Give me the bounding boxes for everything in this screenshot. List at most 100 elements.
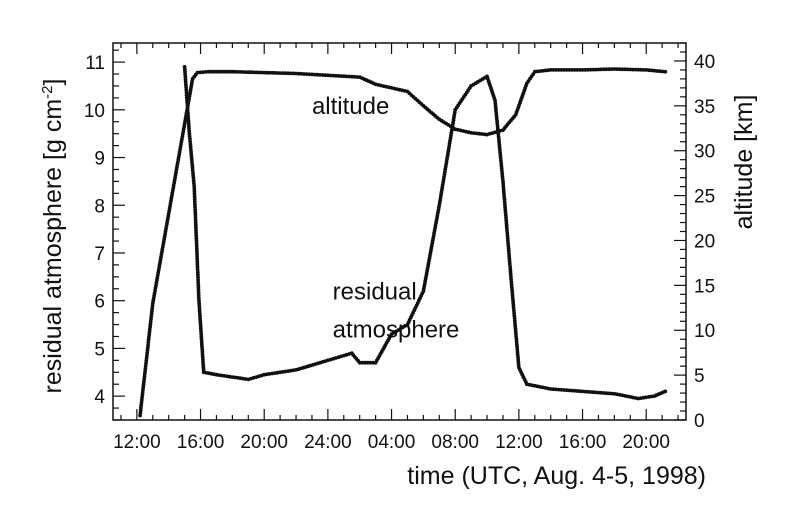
data-point: [625, 67, 630, 72]
data-point: [235, 70, 240, 74]
data-point: [333, 73, 338, 78]
data-point: [599, 67, 603, 72]
y-right-tick-label: 30: [694, 142, 715, 163]
data-point: [272, 71, 277, 75]
data-point: [214, 69, 219, 74]
data-point: [238, 70, 243, 74]
data-point: [609, 391, 614, 396]
data-point: [219, 69, 224, 74]
data-point: [191, 171, 195, 175]
data-point: [570, 388, 574, 393]
data-point: [357, 360, 362, 365]
y-left-tick-label: 7: [94, 244, 105, 265]
data-point: [206, 69, 211, 74]
data-point: [593, 390, 598, 395]
data-point: [588, 390, 593, 394]
annotation-residual: residual: [333, 279, 417, 306]
data-point: [363, 360, 367, 365]
annotation-atmosphere: atmosphere: [333, 316, 460, 343]
data-point: [323, 73, 328, 78]
y-right-tick-label: 20: [694, 231, 715, 252]
data-point: [267, 70, 272, 75]
data-point: [328, 73, 333, 78]
data-point: [663, 69, 668, 74]
data-point: [257, 70, 261, 75]
data-point: [570, 68, 574, 72]
data-point: [580, 389, 585, 394]
data-point: [567, 68, 572, 72]
data-point: [572, 68, 577, 72]
annotations: altitude residual atmosphere: [312, 93, 459, 344]
series-layer: [138, 65, 668, 418]
y-right-tick-label: 15: [694, 276, 715, 297]
data-point: [262, 70, 267, 75]
data-point: [201, 70, 205, 75]
data-point: [318, 73, 322, 77]
y-right-tick-label: 10: [694, 321, 715, 342]
data-point: [660, 69, 665, 74]
x-tick-label: 16:00: [177, 432, 225, 453]
data-point: [222, 69, 227, 74]
data-point: [243, 70, 248, 74]
y-right-tick-label: 5: [694, 366, 705, 387]
data-point: [495, 124, 500, 129]
y-right-tick-label: 35: [694, 97, 715, 118]
series-altitude: [138, 67, 668, 418]
x-tick-label: 04:00: [368, 432, 416, 453]
data-point: [578, 68, 582, 72]
data-point: [639, 67, 643, 72]
data-point: [580, 68, 585, 72]
y-left-tick-label: 5: [94, 339, 105, 360]
x-tick-label: 20:00: [622, 432, 670, 453]
data-point: [189, 150, 194, 154]
data-point: [500, 171, 505, 176]
y-right-tick-label: 25: [694, 187, 715, 208]
data-point: [233, 69, 237, 74]
data-point: [195, 70, 200, 75]
y-right-tick-label: 40: [694, 52, 715, 73]
y-axis-left-title-main: residual atmosphere [g cm: [39, 99, 67, 394]
data-point: [211, 69, 216, 74]
data-point: [146, 343, 151, 347]
y-axis-left-title-exponent: -2: [39, 86, 56, 99]
x-tick-label: 08:00: [431, 432, 479, 453]
data-point: [620, 67, 625, 72]
data-point: [647, 68, 651, 73]
data-point: [217, 69, 222, 74]
data-point: [360, 360, 365, 365]
data-point: [299, 71, 304, 76]
data-point: [615, 67, 619, 71]
data-point: [554, 387, 558, 392]
x-tick-label: 12:00: [113, 432, 161, 453]
data-point: [251, 70, 256, 75]
x-tick-label: 16:00: [559, 432, 607, 453]
data-point: [294, 71, 298, 76]
data-point: [283, 71, 288, 76]
data-point: [663, 389, 668, 394]
data-point: [562, 68, 566, 72]
data-point: [633, 67, 638, 72]
x-axis-title: time (UTC, Aug. 4-5, 1998): [407, 462, 706, 490]
data-point: [198, 70, 203, 75]
data-point: [548, 68, 553, 72]
y-left-tick-label: 8: [94, 196, 105, 217]
data-point: [591, 67, 596, 72]
x-tick-label: 24:00: [304, 432, 352, 453]
data-point: [585, 389, 590, 394]
data-point: [575, 68, 580, 72]
data-point: [554, 68, 558, 72]
data-point: [599, 390, 603, 395]
y-left-tick-label: 4: [94, 387, 105, 408]
y-left-tick-label: 9: [94, 149, 105, 170]
data-point: [246, 70, 251, 75]
data-point: [551, 68, 556, 72]
data-point: [368, 360, 373, 365]
data-point: [339, 74, 343, 78]
data-point: [344, 74, 349, 79]
data-point: [203, 70, 208, 74]
plot-border: [112, 42, 687, 421]
data-point: [249, 70, 253, 75]
annotation-altitude: altitude: [312, 93, 389, 120]
y-left-tick-label: 6: [94, 292, 105, 313]
y-axis-left: 4 5 6 7 8 9 10 11: [84, 49, 125, 421]
